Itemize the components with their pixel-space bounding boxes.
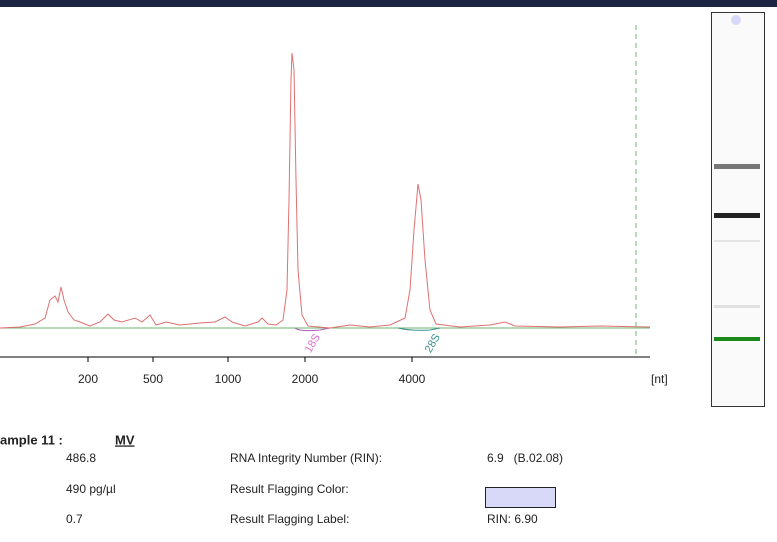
screen: 200 500 1000 2000 4000 [nt] 18S 28S ampl…	[0, 0, 777, 537]
gel-band	[714, 337, 760, 341]
result-left: 486.8	[66, 451, 96, 465]
gel-band	[714, 240, 760, 242]
x-ticks	[88, 357, 412, 362]
sample-label: ample 11 :	[0, 432, 63, 447]
peak-label: 28S	[423, 332, 443, 355]
result-label: Result Flagging Label:	[230, 512, 349, 526]
peak-label: 18S	[303, 332, 323, 355]
result-value: RIN: 6.90	[487, 512, 538, 526]
trace	[0, 53, 650, 328]
gel-band	[714, 164, 760, 169]
gel-lane	[712, 13, 765, 407]
flag-color-swatch	[486, 488, 556, 508]
gel-band	[714, 305, 760, 308]
x-tick-label: 2000	[292, 372, 319, 386]
result-label: RNA Integrity Number (RIN):	[230, 451, 382, 465]
gel-band	[714, 213, 760, 218]
x-tick-label: 500	[143, 372, 163, 386]
x-tick-label: 200	[78, 372, 98, 386]
gel-marker-dot	[731, 15, 741, 25]
unit-label: [nt]	[651, 372, 668, 386]
x-tick-label: 1000	[215, 372, 242, 386]
title-bar	[0, 0, 777, 7]
result-value: 6.9 (B.02.08)	[487, 451, 563, 465]
result-left: 0.7	[66, 512, 83, 526]
sample-name: MV	[115, 432, 135, 447]
x-tick-label: 4000	[399, 372, 426, 386]
result-label: Result Flagging Color:	[230, 482, 349, 496]
result-left: 490 pg/µl	[66, 482, 116, 496]
